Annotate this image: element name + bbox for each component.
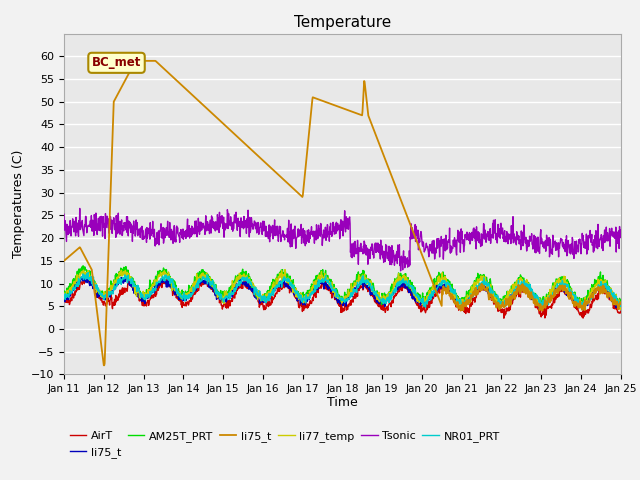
X-axis label: Time: Time: [327, 396, 358, 408]
Y-axis label: Temperatures (C): Temperatures (C): [12, 150, 26, 258]
Title: Temperature: Temperature: [294, 15, 391, 30]
Legend: AirT, li75_t, AM25T_PRT, li75_t, li77_temp, Tsonic, NR01_PRT: AirT, li75_t, AM25T_PRT, li75_t, li77_te…: [70, 431, 500, 457]
Text: BC_met: BC_met: [92, 56, 141, 69]
